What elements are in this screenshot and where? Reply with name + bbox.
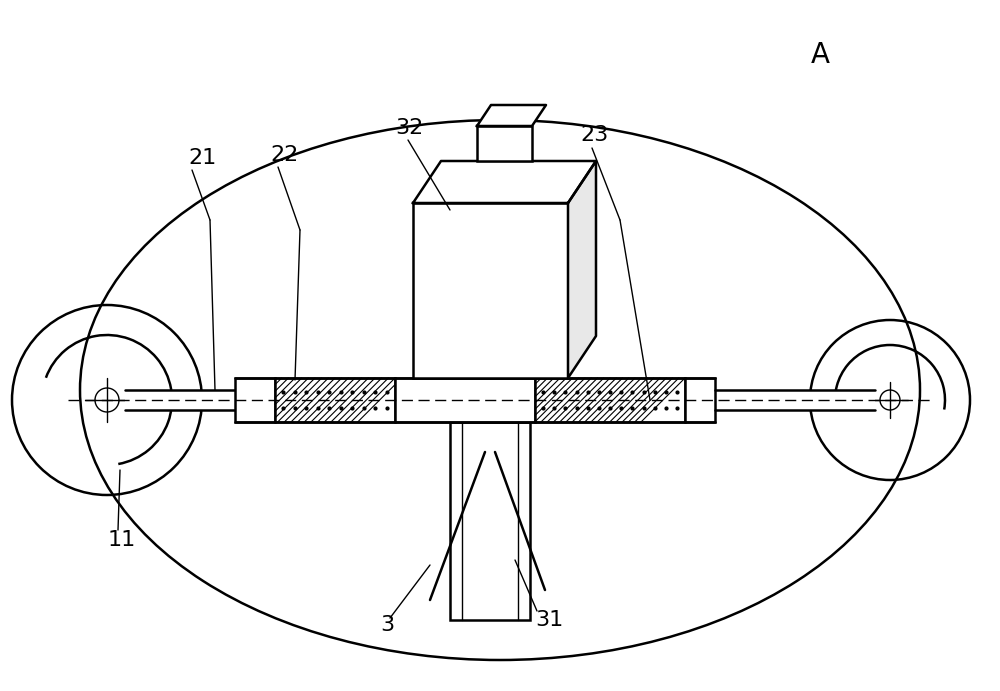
Bar [685, 378, 715, 422]
Bar [450, 422, 530, 620]
Text: 32: 32 [395, 118, 423, 138]
Bar [715, 390, 875, 410]
Polygon shape [568, 161, 596, 378]
Text: 22: 22 [270, 145, 298, 165]
Bar [413, 203, 568, 378]
Bar [535, 378, 685, 422]
Bar [477, 126, 532, 161]
Bar [395, 378, 535, 422]
Text: A: A [810, 41, 830, 69]
Text: 3: 3 [380, 615, 394, 635]
Text: 23: 23 [580, 125, 608, 145]
Bar [125, 390, 235, 410]
Bar [235, 378, 275, 422]
Text: 21: 21 [188, 148, 216, 168]
Polygon shape [477, 105, 546, 126]
Text: 31: 31 [535, 610, 563, 630]
Text: 11: 11 [108, 530, 136, 550]
Polygon shape [413, 161, 596, 203]
Bar [275, 378, 395, 422]
